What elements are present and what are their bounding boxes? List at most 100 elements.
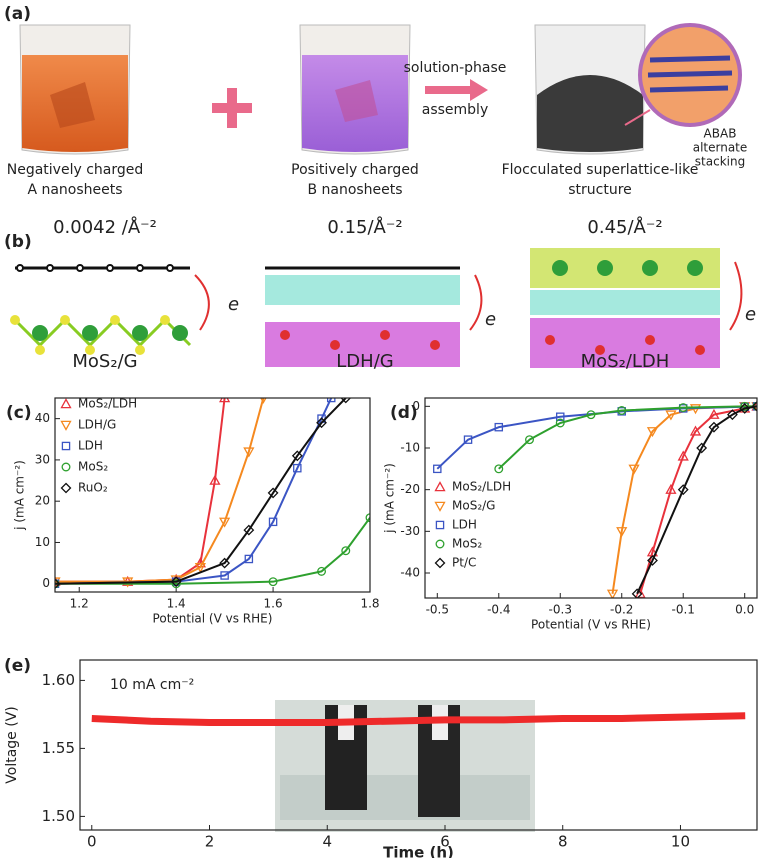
marker xyxy=(435,520,445,530)
x-tick-label: 6 xyxy=(440,833,450,851)
plot-area xyxy=(55,398,370,590)
x-tick-label: 2 xyxy=(205,833,215,851)
arrow-text: solution-phase xyxy=(404,60,507,76)
marker xyxy=(209,474,221,485)
legend-label: MoS₂/G xyxy=(452,499,495,513)
density: 0.45/Å⁻² xyxy=(587,216,662,238)
marker xyxy=(646,427,659,438)
marker xyxy=(665,483,677,494)
legend-label: MoS₂ xyxy=(452,537,482,551)
plus-sign xyxy=(212,88,252,128)
x-axis-label: Potential (V vs RHE) xyxy=(153,612,273,626)
inset-text: stacking xyxy=(695,155,745,169)
x-tick-label: 1.2 xyxy=(70,597,89,611)
x-tick-label: 8 xyxy=(558,833,568,851)
plot-frame xyxy=(79,659,758,831)
series-line xyxy=(498,405,757,470)
marker xyxy=(170,576,182,588)
marker xyxy=(219,517,231,528)
plot-area xyxy=(91,712,746,727)
structure-mos2-g xyxy=(10,264,210,355)
x-tick-label: 1.6 xyxy=(264,597,283,611)
inset-text: alternate xyxy=(693,141,748,155)
marker xyxy=(696,442,708,454)
marker xyxy=(55,578,61,590)
marker xyxy=(194,562,206,574)
inset-text: ABAB xyxy=(704,127,737,141)
marker xyxy=(268,577,278,587)
marker xyxy=(739,402,751,414)
series-line xyxy=(639,405,757,595)
electron: e xyxy=(228,294,239,315)
marker xyxy=(677,484,689,496)
marker xyxy=(494,464,504,474)
legend-label: RuO₂ xyxy=(78,481,108,495)
arrow xyxy=(425,79,488,101)
marker xyxy=(494,422,504,432)
legend-label: MoS₂ xyxy=(78,460,108,474)
marker xyxy=(708,408,720,419)
series-line xyxy=(91,712,746,727)
marker xyxy=(617,406,627,415)
series-line xyxy=(436,405,757,470)
y-axis-label: j (mA cm⁻²) xyxy=(383,463,397,534)
marker xyxy=(606,589,619,598)
x-tick-label: -0.2 xyxy=(610,603,633,617)
beaker-a xyxy=(19,24,131,155)
marker xyxy=(171,579,181,589)
marker xyxy=(631,588,643,598)
plot-area xyxy=(433,400,757,598)
caption: Flocculated superlattice-like xyxy=(502,162,699,178)
marker xyxy=(435,539,445,549)
panel-label: (c) xyxy=(6,403,32,423)
legend-label: MoS₂/LDH xyxy=(452,480,511,494)
y-tick-label: 0 xyxy=(412,399,420,413)
x-tick-label: -0.1 xyxy=(672,603,695,617)
structure-mos2-ldh xyxy=(530,248,743,368)
x-tick-label: -0.5 xyxy=(426,603,449,617)
y-tick-label: -10 xyxy=(400,441,420,455)
legend-label: LDH/G xyxy=(78,418,116,432)
series-line xyxy=(55,517,370,585)
marker xyxy=(616,527,628,538)
beaker-c xyxy=(534,23,742,155)
marker xyxy=(434,557,446,569)
marker xyxy=(434,501,446,512)
marker xyxy=(60,398,72,409)
series-line xyxy=(636,405,757,595)
marker xyxy=(219,557,231,569)
marker xyxy=(463,435,473,444)
marker xyxy=(433,464,442,474)
marker xyxy=(316,417,327,429)
marker xyxy=(244,554,254,564)
marker xyxy=(340,398,352,404)
caption: B nanosheets xyxy=(307,182,402,198)
marker xyxy=(326,398,336,403)
marker xyxy=(647,555,658,566)
marker xyxy=(525,435,534,445)
density: 0.15/Å⁻² xyxy=(327,216,402,238)
structure-name: LDH/G xyxy=(336,351,393,372)
marker xyxy=(434,481,446,492)
marker xyxy=(628,464,640,475)
caption: structure xyxy=(568,182,632,198)
x-axis-label: Time (h) xyxy=(383,844,454,858)
marker xyxy=(678,403,688,413)
marker xyxy=(220,571,229,580)
marker xyxy=(556,412,565,421)
panel-label: (b) xyxy=(4,232,32,252)
x-tick-label: 10 xyxy=(671,833,690,851)
x-tick-label: 0 xyxy=(87,833,97,851)
marker xyxy=(751,400,757,412)
y-tick-label: -30 xyxy=(400,524,420,538)
marker xyxy=(293,463,302,473)
caption: A nanosheets xyxy=(27,182,122,198)
series-line xyxy=(611,405,757,594)
panel-label: (d) xyxy=(390,403,418,423)
y-axis-label: j (mA cm⁻²) xyxy=(13,460,27,531)
x-tick-label: -0.3 xyxy=(549,603,572,617)
y-tick-label: 10 xyxy=(35,535,50,549)
marker xyxy=(317,566,327,576)
arrow-text: assembly xyxy=(422,102,488,118)
